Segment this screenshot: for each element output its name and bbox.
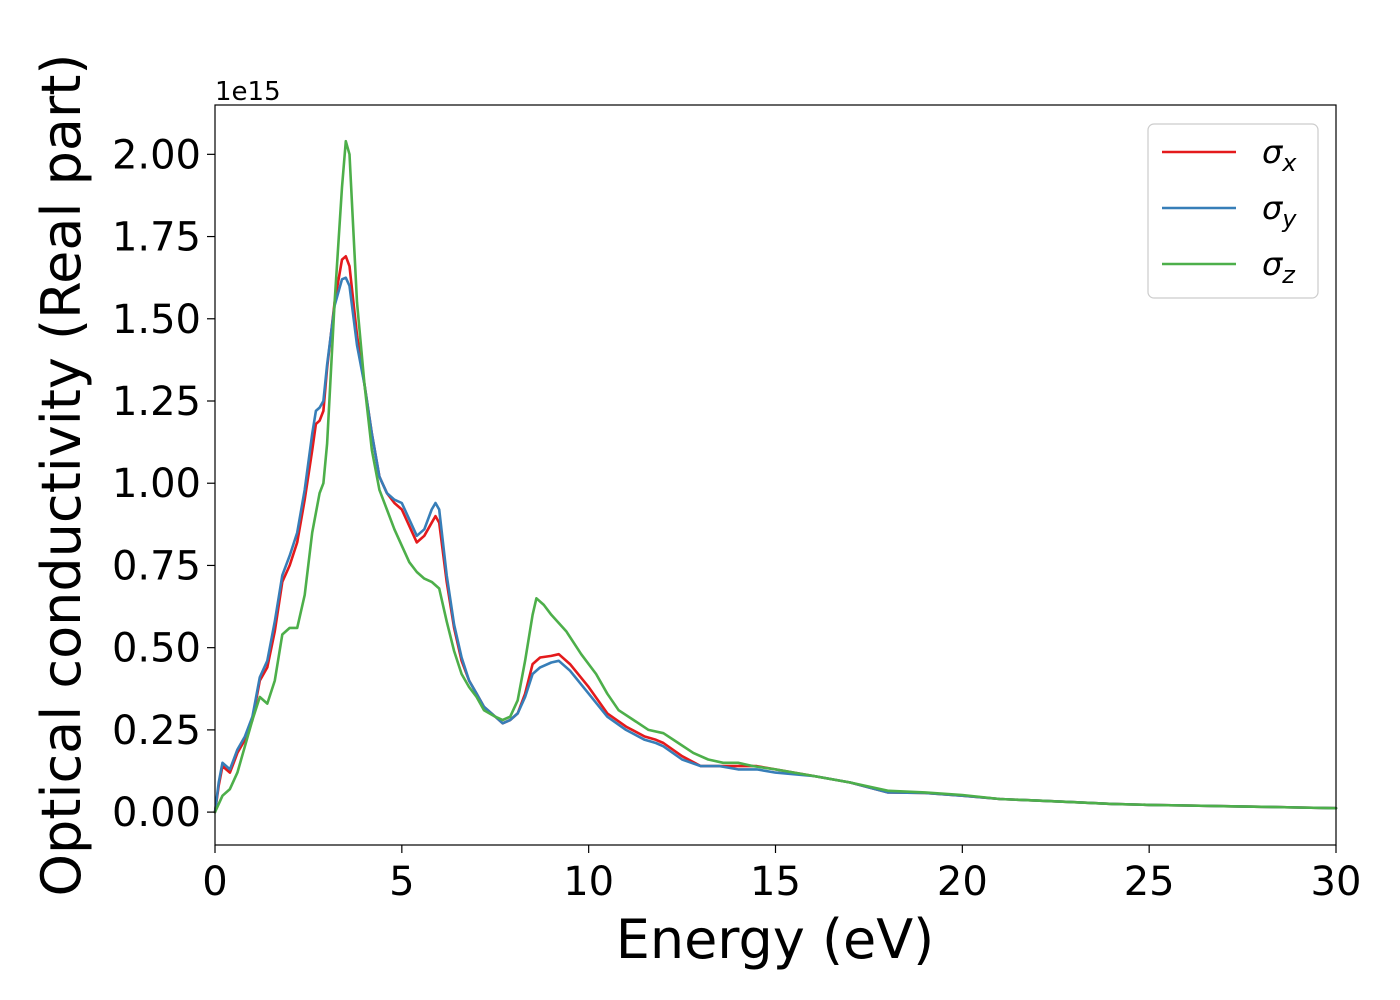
series-line-z	[213, 139, 1338, 814]
x-tick-label: 15	[750, 859, 801, 905]
legend-label-z: σz	[1262, 245, 1296, 289]
y-tick-label: 0.50	[112, 626, 201, 672]
x-tick-label: 5	[389, 859, 414, 905]
legend-label-y: σy	[1262, 189, 1297, 233]
y-tick-label: 1.00	[112, 461, 201, 507]
y-tick-label: 2.00	[112, 132, 201, 178]
y-offset-text: 1e15	[215, 77, 281, 107]
x-tick-label: 25	[1124, 859, 1175, 905]
y-axis-label: Optical conductivity (Real part)	[30, 54, 93, 897]
legend: σx σy σz	[1147, 123, 1319, 299]
x-axis-label: Energy (eV)	[616, 908, 935, 971]
y-tick-label: 0.25	[112, 708, 201, 754]
y-tick-label: 1.75	[112, 215, 201, 261]
x-tick-label: 10	[563, 859, 614, 905]
y-tick-label: 1.50	[112, 297, 201, 343]
x-tick-label: 20	[937, 859, 988, 905]
series-line-x	[213, 255, 1338, 814]
x-tick-label: 0	[202, 859, 227, 905]
y-tick-label: 0.75	[112, 543, 201, 589]
legend-frame	[1147, 123, 1319, 299]
legend-label-x: σx	[1262, 133, 1297, 177]
series-line-y	[213, 276, 1338, 814]
x-axis: 0 5 10 15 20 25 30	[202, 845, 1361, 905]
y-tick-label: 0.00	[112, 790, 201, 836]
x-tick-label: 30	[1311, 859, 1362, 905]
series-lines	[213, 139, 1338, 814]
y-axis: 0.00 0.25 0.50 0.75 1.00 1.25 1.50 1.75 2.00	[112, 132, 215, 836]
y-tick-label: 1.25	[112, 379, 201, 425]
